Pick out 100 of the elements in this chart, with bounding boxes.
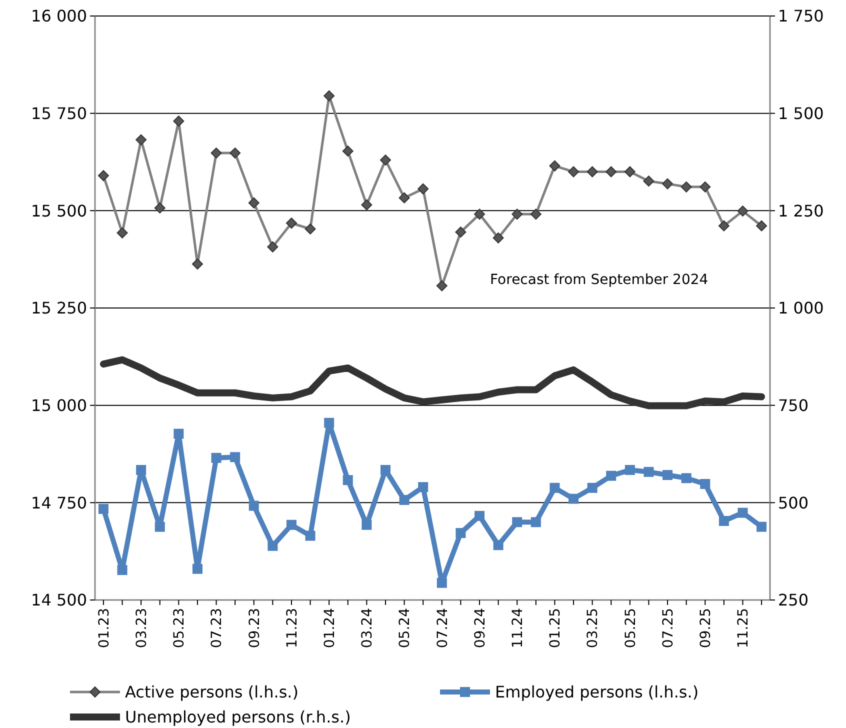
y2-tick-label: 500 [778,493,809,512]
point [737,206,748,217]
point [173,116,184,127]
point [136,464,146,475]
point [418,482,428,492]
point [210,148,222,159]
y2-tick-label: 1 750 [778,6,824,26]
point [624,166,636,178]
point [493,540,504,550]
point [738,508,748,518]
point [455,226,466,238]
point [116,227,128,238]
x-tick-label: 07.24 [434,608,451,648]
x-tick-label: 11.24 [510,608,526,648]
y2-tick-label: 750 [778,396,809,415]
point [643,176,654,187]
y2-tick-label: 1 500 [778,104,824,123]
point [192,258,203,270]
point [174,428,184,439]
point [492,232,504,244]
point [606,470,616,481]
point [305,530,316,541]
point [248,197,260,208]
point [512,208,523,220]
x-tick-label: 07.25 [660,608,676,648]
point [380,464,390,475]
y2-tick-label: 1 000 [778,298,824,318]
y-tick-label: 15 250 [31,298,87,318]
point [718,516,729,526]
x-tick-label: 03.23 [134,608,150,648]
point [98,170,109,182]
x-tick-label: 09.23 [246,608,263,648]
y-tick-label: 14 750 [31,493,87,512]
point [342,146,354,157]
point [286,218,297,229]
y2-tick-label: 1 250 [778,201,824,220]
point [550,482,560,493]
point [680,181,692,192]
point [718,220,730,232]
point [342,475,353,486]
point [398,192,410,204]
point [530,517,541,528]
point [324,418,334,428]
legend-label: Active persons (l.h.s.) [125,682,299,702]
point [267,241,278,252]
point [361,199,372,210]
point [286,520,296,530]
point [380,154,391,166]
point [700,181,711,192]
point [230,452,240,462]
point [211,452,222,463]
point [418,183,429,194]
point [98,504,108,514]
point [624,464,635,475]
x-tick-label: 09.24 [472,608,488,648]
x-tick-label: 11.25 [736,608,752,648]
y-tick-label: 15 000 [31,396,87,415]
point [644,466,654,477]
y2-tick-label: 250 [778,590,809,610]
y-tick-label: 15 500 [31,201,87,220]
legend-label: Unemployed persons (r.h.s.) [125,708,351,727]
point [436,280,448,292]
point [230,148,241,159]
y-tick-label: 15 750 [31,104,87,123]
point [700,478,710,489]
point [136,134,147,146]
point [474,510,485,521]
y-tick-label: 16 000 [31,6,87,26]
point [568,494,579,504]
annotation: Forecast from September 2024 [490,272,708,288]
point [268,540,278,551]
point [474,208,486,220]
point [456,528,466,538]
point [154,202,166,214]
point [606,166,617,178]
point [362,520,372,530]
x-tick-label: 05.23 [172,608,188,648]
point [248,500,259,511]
point [154,522,165,532]
point [681,473,692,484]
point [568,166,580,178]
point [399,494,410,505]
x-tick-label: 03.25 [585,608,602,648]
x-tick-label: 05.24 [397,608,414,648]
point [756,522,767,532]
x-tick-label: 11.23 [284,608,300,648]
y-tick-label: 14 500 [31,590,87,610]
point [530,208,542,220]
point [324,90,335,102]
point [512,517,522,528]
point [662,178,674,190]
point [662,470,673,480]
x-tick-label: 03.24 [360,608,376,648]
point [549,160,560,172]
x-tick-label: 01.24 [322,608,338,648]
x-tick-label: 09.25 [698,608,714,648]
point [304,223,316,234]
x-tick-label: 01.25 [548,608,564,648]
point [587,482,598,493]
point [117,565,128,576]
